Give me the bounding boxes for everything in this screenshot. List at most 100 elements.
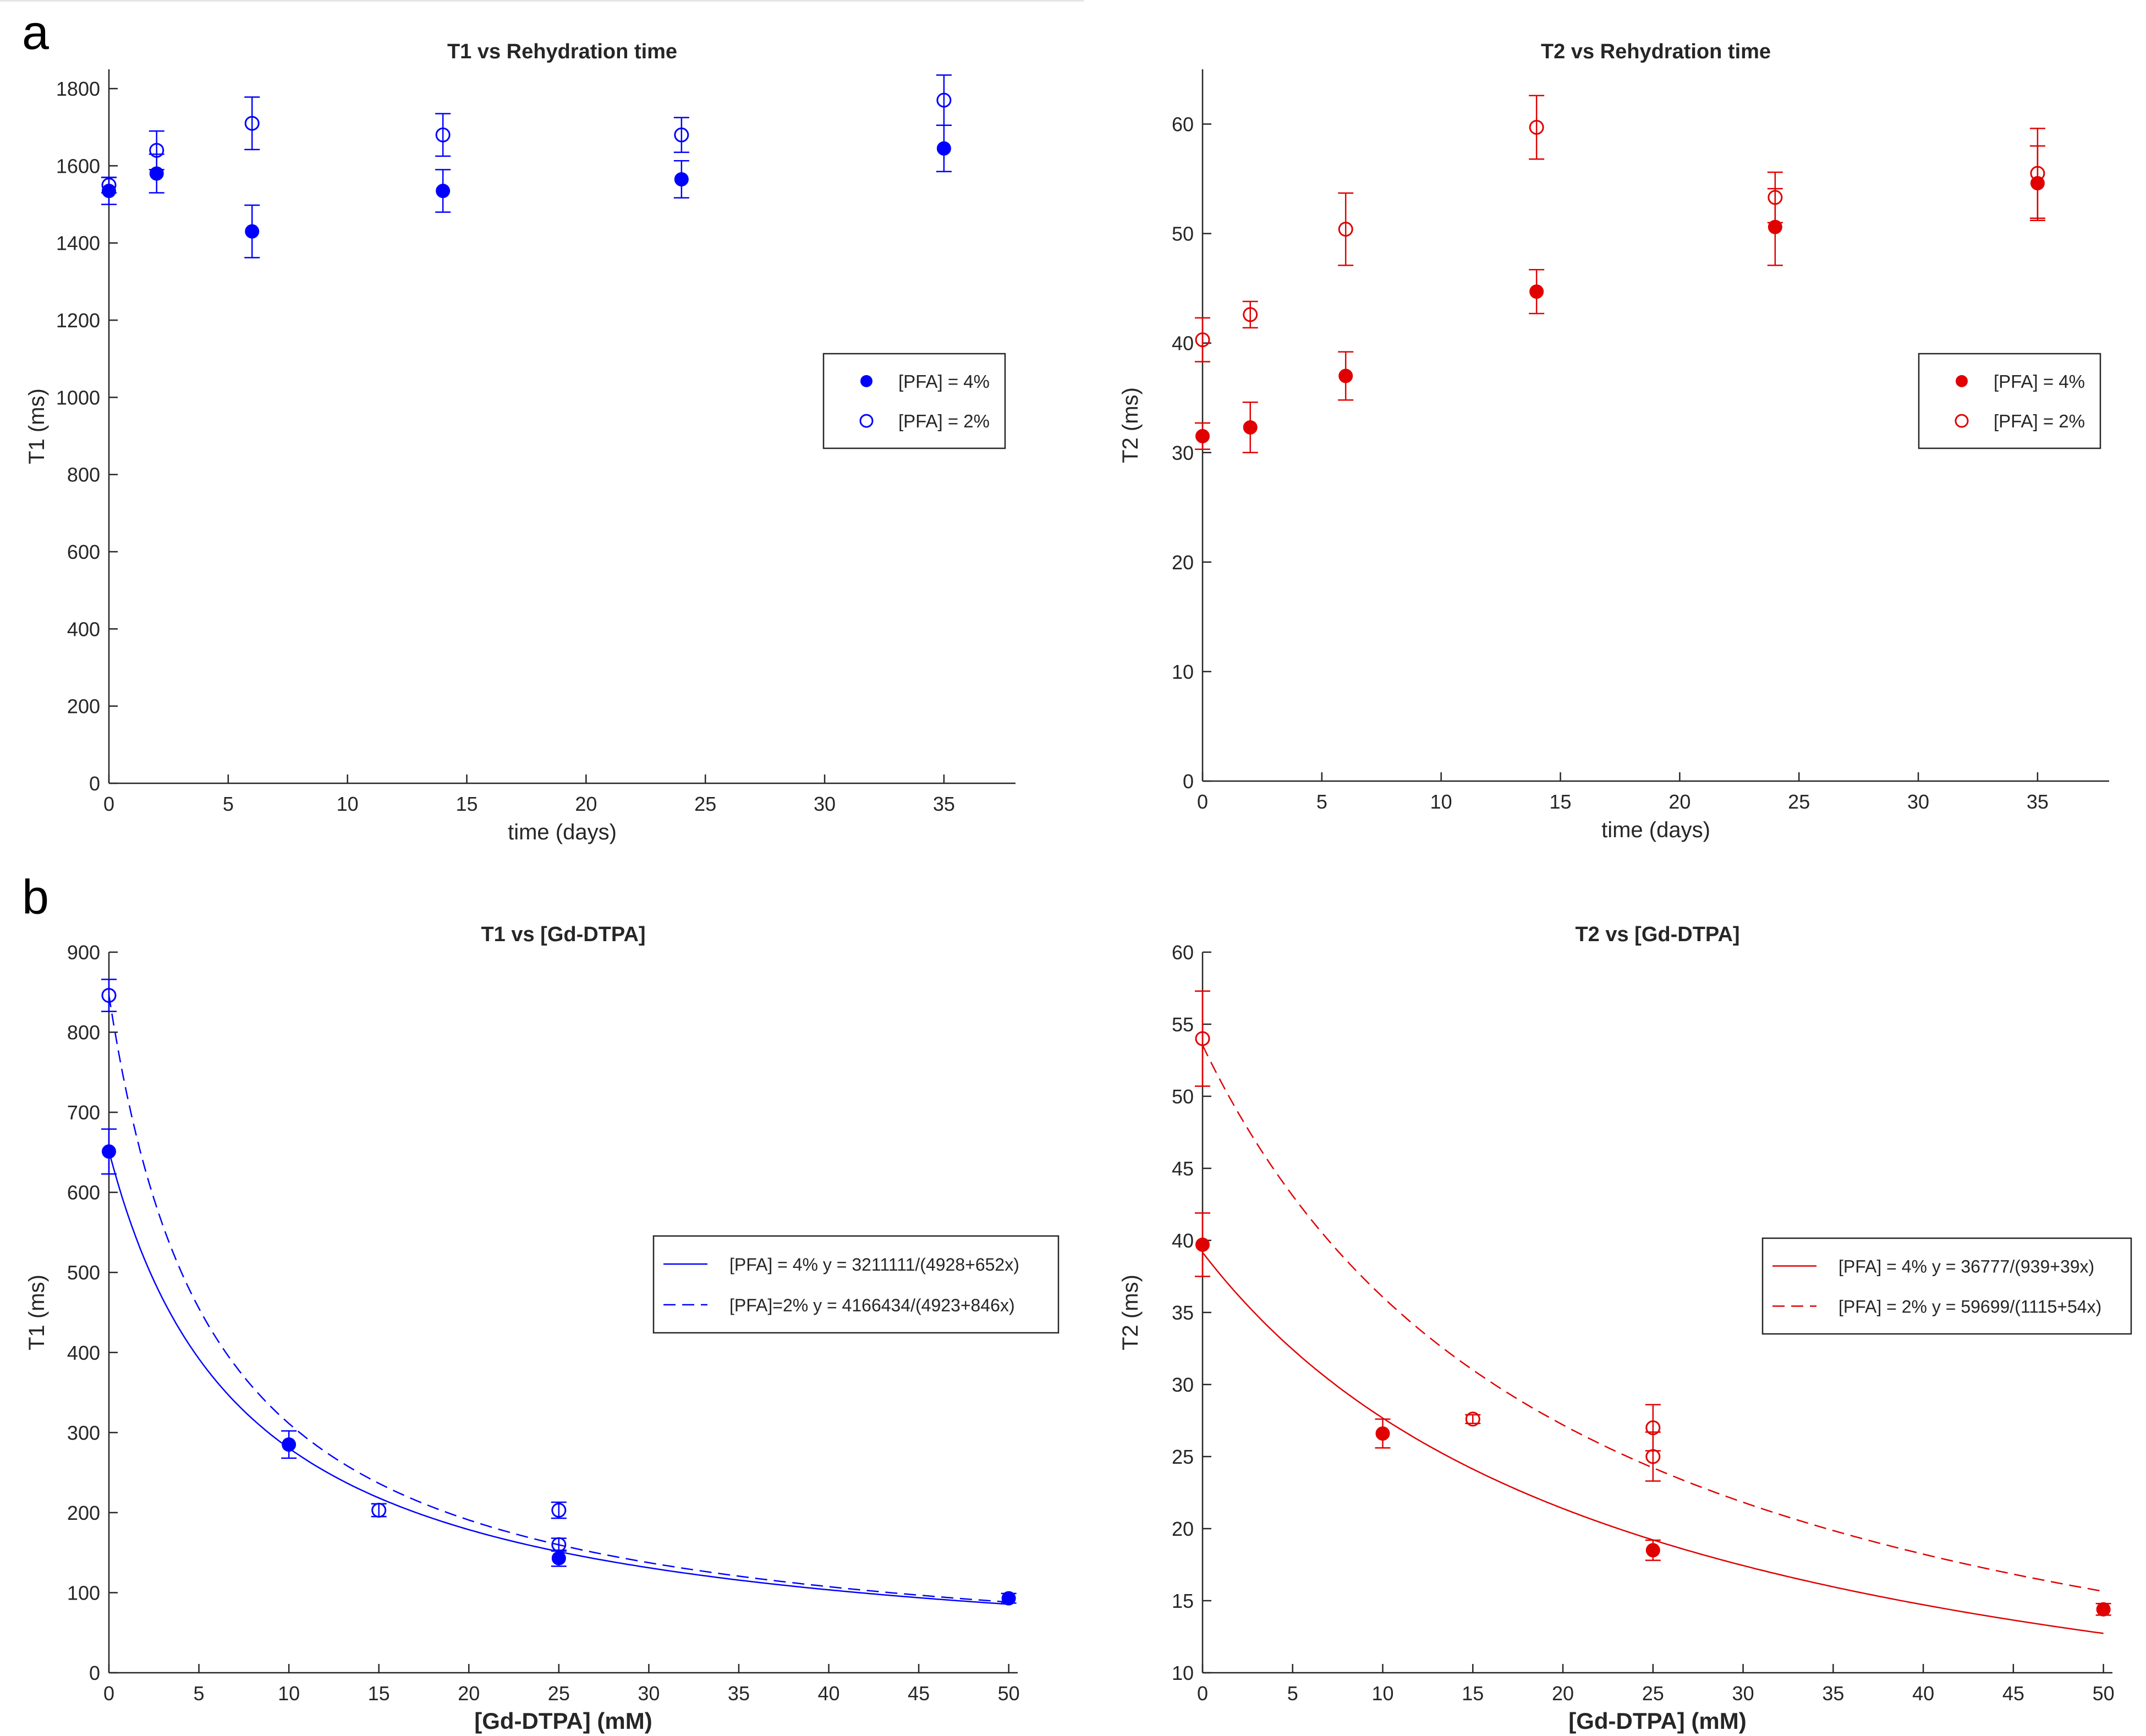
- x-tick-label: 45: [2002, 1682, 2024, 1705]
- y-tick-label: 800: [67, 464, 100, 486]
- y-tick-label: 45: [1172, 1157, 1194, 1180]
- x-tick-label: 40: [817, 1682, 839, 1705]
- x-tick-label: 35: [728, 1682, 750, 1705]
- x-tick-label: 40: [1912, 1682, 1934, 1705]
- x-tick-label: 45: [908, 1682, 930, 1705]
- x-tick-label: 20: [575, 793, 597, 815]
- data-point-open: [1645, 1449, 1661, 1464]
- legend-box: [822, 353, 1006, 449]
- y-tick-label: 200: [67, 695, 100, 718]
- data-point-open: [244, 116, 260, 131]
- x-tick-label: 35: [2027, 790, 2049, 813]
- x-tick-label: 5: [194, 1682, 205, 1705]
- x-tick-label: 30: [1732, 1682, 1754, 1705]
- data-point-filled: [1195, 1237, 1210, 1252]
- fit-curve-solid: [108, 1151, 1009, 1605]
- x-tick-label: 25: [1642, 1682, 1664, 1705]
- chart-t2-rehydration: 0 5 10 15 20 25 30 35 0 10 20 30 40 50 60 T2 vs Rehydra…: [1118, 40, 2109, 842]
- fit-curve-dashed: [1201, 1045, 2104, 1592]
- data-point-filled: [282, 1437, 297, 1452]
- data-point-filled: [551, 1551, 566, 1565]
- legend-label: [PFA] = 2% y = 59699/(1115+54x): [1838, 1297, 2101, 1317]
- data-point-open: [371, 1503, 387, 1518]
- legend-box: [1918, 353, 2101, 449]
- y-tick-label: 800: [67, 1021, 100, 1044]
- legend-marker-open: [859, 414, 874, 428]
- data-point-filled: [1375, 1426, 1390, 1441]
- x-tick-label: 10: [278, 1682, 300, 1705]
- x-tick-label: 10: [1430, 790, 1452, 813]
- legend-label: [PFA]=2% y = 4166434/(4923+846x): [729, 1295, 1015, 1315]
- legend-marker-filled: [1956, 375, 1968, 387]
- x-tick-label: 15: [368, 1682, 390, 1705]
- x-tick-label: 15: [1462, 1682, 1484, 1705]
- y-tick-label: 300: [67, 1421, 100, 1444]
- panel-label-a: a: [22, 5, 49, 59]
- data-point-filled: [1001, 1591, 1016, 1606]
- x-axis-label: [Gd-DTPA] (mM): [1568, 1708, 1746, 1734]
- legend: [PFA] = 4% y = 3211111/(4928+652x) [PFA]=…: [652, 1235, 1060, 1334]
- y-tick-label: 10: [1172, 661, 1194, 683]
- x-tick-label: 35: [933, 793, 955, 815]
- y-tick-label: 400: [67, 618, 100, 640]
- x-tick-label: 20: [1668, 790, 1691, 813]
- y-tick-label: 100: [67, 1581, 100, 1604]
- x-tick-label: 15: [1550, 790, 1572, 813]
- y-tick-label: 60: [1172, 941, 1194, 964]
- x-tick-label: 30: [814, 793, 836, 815]
- data-point-open: [674, 127, 689, 142]
- legend: [PFA] = 4% y = 36777/(939+39x) [PFA] = 2%…: [1761, 1237, 2132, 1335]
- legend-marker-open: [1955, 414, 1969, 428]
- y-tick-label: 900: [67, 941, 100, 964]
- legend-label: [PFA] = 4% y = 3211111/(4928+652x): [729, 1255, 1019, 1274]
- data-point-filled: [1645, 1543, 1660, 1558]
- data-point-filled: [2096, 1602, 2111, 1617]
- legend-label: [PFA] = 4%: [1994, 371, 2085, 392]
- y-tick-label: 25: [1172, 1446, 1194, 1468]
- data-point-filled: [1195, 428, 1210, 443]
- panel-label-b: b: [22, 870, 49, 924]
- x-tick-label: 30: [638, 1682, 660, 1705]
- y-tick-label: 200: [67, 1502, 100, 1524]
- x-tick-label: 0: [1197, 790, 1208, 813]
- y-tick-label: 40: [1172, 332, 1194, 355]
- data-point-open: [149, 142, 164, 158]
- x-tick-label: 25: [548, 1682, 570, 1705]
- data-point-filled: [1529, 284, 1544, 299]
- x-tick-label: 25: [694, 793, 716, 815]
- x-tick-label: 10: [1372, 1682, 1394, 1705]
- chart-title: T1 vs Rehydration time: [447, 40, 677, 63]
- data-point-open: [101, 177, 117, 193]
- y-tick-label: 15: [1172, 1590, 1194, 1612]
- legend-label: [PFA] = 4% y = 36777/(939+39x): [1838, 1256, 2094, 1276]
- y-tick-label: 1800: [56, 78, 100, 100]
- data-point-filled: [245, 224, 260, 239]
- y-tick-label: 55: [1172, 1013, 1194, 1036]
- data-point-filled: [1243, 420, 1258, 435]
- x-axis-label: time (days): [508, 820, 617, 844]
- data-point-open: [435, 127, 451, 142]
- y-tick-label: 30: [1172, 1374, 1194, 1396]
- chart-t1-rehydration: 0 5 10 15 20 25 30 35 0 200 400 600 800 1000 1200 1400 1…: [25, 40, 1016, 844]
- x-tick-label: 15: [456, 793, 478, 815]
- y-axis-label: T2 (ms): [1118, 387, 1143, 463]
- data-point-open: [1243, 307, 1258, 322]
- data-point-filled: [102, 1144, 116, 1159]
- chart-title: T2 vs Rehydration time: [1541, 40, 1771, 63]
- y-tick-label: 0: [1183, 770, 1194, 793]
- legend-box: [652, 1235, 1060, 1334]
- y-axis-label: T1 (ms): [25, 388, 49, 464]
- y-tick-label: 500: [67, 1261, 100, 1284]
- x-tick-label: 10: [337, 793, 359, 815]
- legend-label: [PFA] = 2%: [898, 411, 990, 431]
- data-point-open: [1465, 1411, 1480, 1427]
- y-tick-label: 10: [1172, 1662, 1194, 1684]
- y-axis-label: T1 (ms): [25, 1274, 49, 1350]
- y-tick-label: 30: [1172, 442, 1194, 464]
- chart-t1-gd: 0 5 10 15 20 25 30 35 40 45 5001002003004005006007…: [25, 923, 1060, 1734]
- x-tick-label: 20: [1552, 1682, 1574, 1705]
- x-axis-label: [Gd-DTPA] (mM): [474, 1708, 652, 1734]
- data-point-filled: [936, 141, 951, 156]
- data-point-open: [1338, 222, 1353, 237]
